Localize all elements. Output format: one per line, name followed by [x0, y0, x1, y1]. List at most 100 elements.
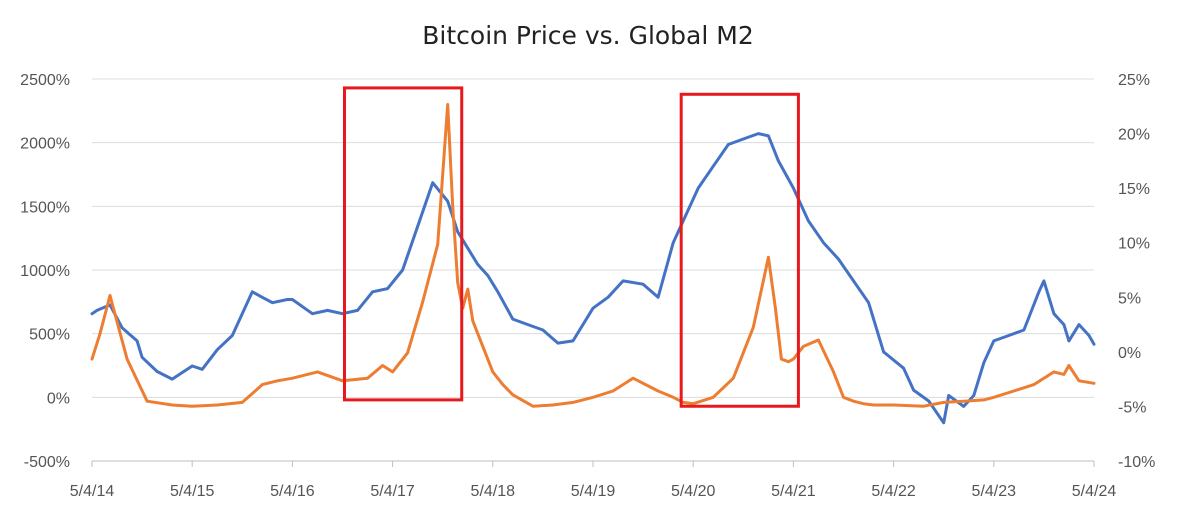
data-point: [882, 350, 885, 354]
data-point: [1062, 373, 1066, 376]
data-point: [291, 377, 294, 380]
data-point: [832, 370, 835, 374]
y-left-tick-label: 1000%: [20, 263, 70, 280]
data-point: [108, 303, 112, 307]
data-point: [1012, 389, 1015, 393]
data-point: [171, 403, 174, 407]
data-point: [481, 345, 484, 348]
x-tick-label: 5/4/23: [972, 483, 1017, 500]
data-point: [837, 257, 840, 261]
data-point: [1062, 323, 1066, 326]
data-point: [807, 219, 810, 223]
data-point: [526, 323, 530, 326]
data-point: [591, 396, 595, 399]
y-right-tick-label: -10%: [1118, 454, 1155, 471]
data-point: [656, 296, 660, 299]
data-point: [541, 328, 545, 332]
data-point: [862, 402, 865, 405]
data-point: [1037, 290, 1041, 293]
data-point: [135, 339, 139, 343]
data-point: [491, 370, 494, 374]
data-point: [421, 300, 424, 303]
data-point: [962, 405, 965, 408]
data-point: [466, 247, 469, 250]
data-point: [191, 405, 194, 408]
data-point: [98, 332, 102, 335]
data-point: [145, 400, 149, 403]
data-point: [1052, 312, 1056, 315]
data-point: [451, 205, 454, 208]
data-point: [571, 339, 575, 343]
data-point: [621, 279, 625, 283]
data-point: [140, 356, 144, 359]
y-right-tick-label: 15%: [1118, 181, 1150, 198]
y-right-tick-label: 20%: [1118, 127, 1150, 144]
data-point: [752, 326, 755, 329]
data-point: [872, 403, 875, 407]
data-point: [446, 200, 449, 203]
x-tick-label: 5/4/20: [671, 483, 716, 500]
data-point: [1077, 379, 1081, 382]
data-point: [241, 401, 244, 404]
data-point: [852, 279, 855, 283]
data-point: [732, 377, 735, 380]
y-right-tick-label: -5%: [1118, 399, 1146, 416]
series-layer: [90, 103, 1096, 425]
y-right-tick-label: 10%: [1118, 236, 1150, 253]
data-point: [95, 309, 99, 312]
data-point: [697, 186, 700, 190]
data-point: [476, 263, 479, 266]
x-tick-label: 5/4/24: [1072, 483, 1117, 500]
x-tick-label: 5/4/21: [771, 483, 816, 500]
data-point: [1092, 382, 1096, 385]
series-line-bitcoin-price: [90, 103, 1096, 408]
data-point: [456, 230, 459, 233]
data-point: [416, 225, 419, 228]
data-point: [501, 383, 504, 386]
data-point: [486, 274, 489, 277]
data-point: [792, 357, 795, 361]
data-point: [356, 309, 359, 312]
data-point: [992, 339, 995, 343]
data-point: [1092, 343, 1096, 346]
data-point: [780, 357, 783, 361]
x-tick-label: 5/4/16: [270, 483, 315, 500]
right-axis: 25% 20% 15% 10% 5% 0% -5% -10%: [1118, 72, 1155, 471]
data-point: [902, 367, 905, 370]
data-point: [787, 360, 790, 363]
data-point: [271, 301, 274, 304]
x-tick-label: 5/4/14: [70, 483, 115, 500]
data-point: [842, 396, 845, 399]
data-point: [892, 403, 895, 407]
data-point: [216, 348, 219, 351]
data-point: [641, 283, 645, 286]
series-line-global-m2: [90, 132, 1096, 425]
data-point: [1087, 334, 1091, 337]
data-point: [90, 357, 94, 361]
data-point: [366, 377, 369, 380]
data-point: [774, 307, 777, 310]
data-point: [381, 364, 384, 367]
x-tick-label: 5/4/18: [471, 483, 516, 500]
data-point: [712, 396, 715, 399]
data-point: [216, 403, 219, 407]
data-point: [1022, 328, 1026, 332]
y-left-tick-label: 2000%: [20, 136, 70, 153]
data-point: [511, 317, 514, 321]
data-point: [496, 290, 499, 293]
data-point: [672, 241, 675, 244]
data-point: [371, 290, 374, 293]
data-point: [556, 341, 560, 345]
x-tick-label: 5/4/17: [370, 483, 415, 500]
data-point: [822, 241, 825, 244]
y-left-tick-label: 2500%: [20, 72, 70, 89]
data-point: [108, 294, 112, 297]
data-point: [912, 388, 915, 392]
data-point: [962, 400, 965, 403]
data-point: [942, 401, 945, 404]
data-point: [777, 159, 780, 163]
data-point: [591, 307, 595, 310]
data-point: [391, 370, 394, 374]
y-left-tick-label: 0%: [47, 390, 70, 407]
